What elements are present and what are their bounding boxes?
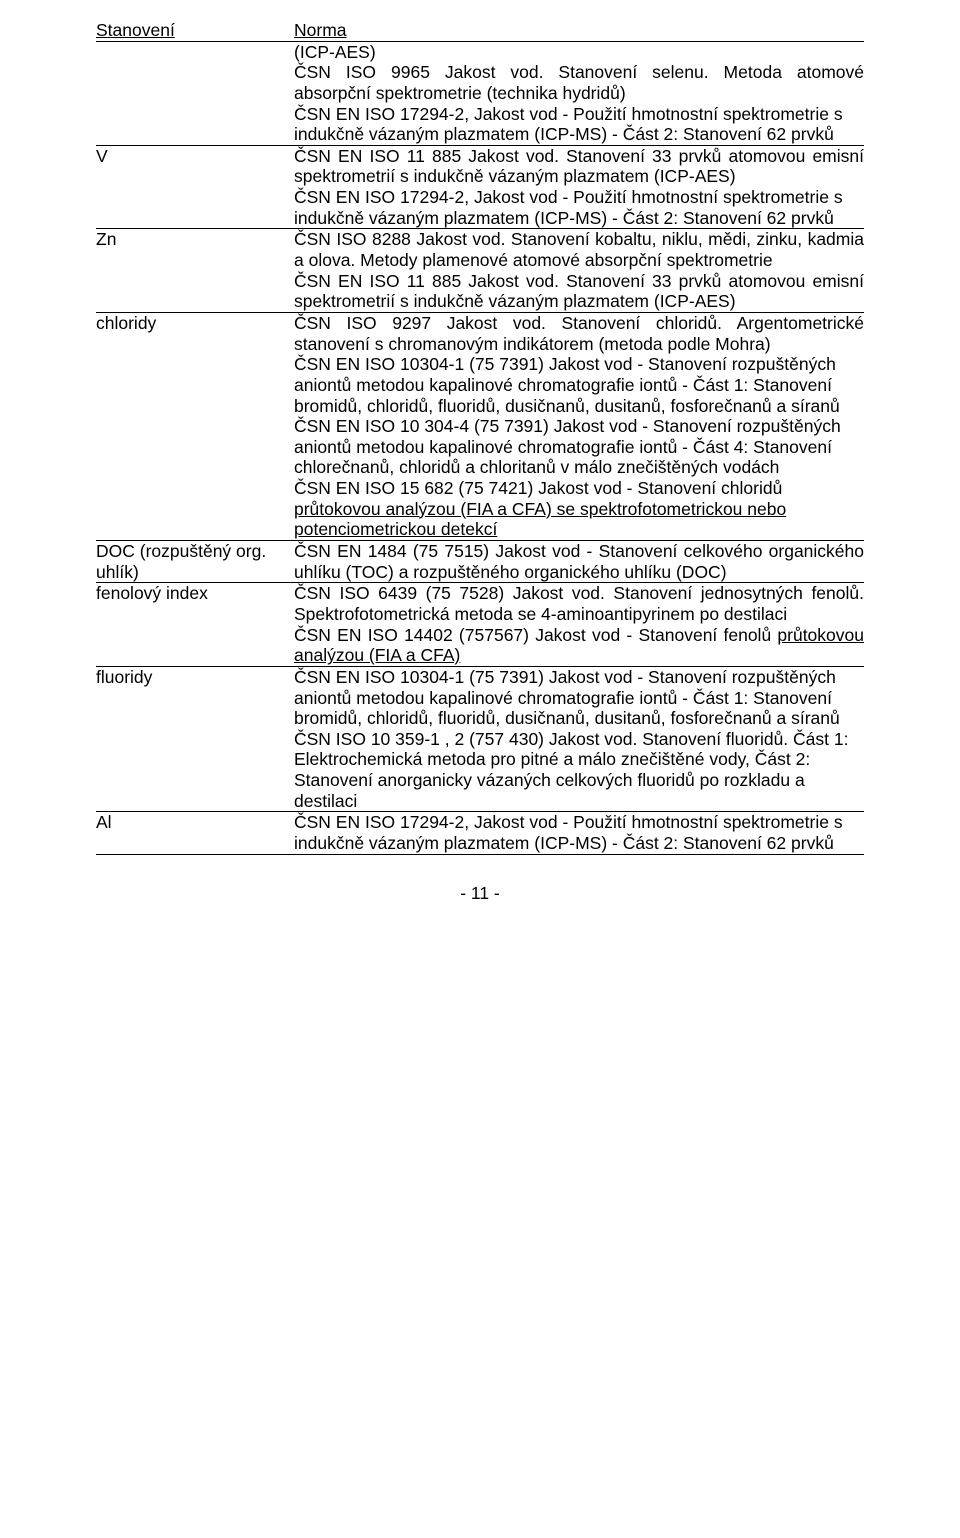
page-container: Stanovení Norma (ICP-AES) ČSN ISO 9965 J…	[0, 0, 960, 1538]
citation-text: (ICP-AES)	[294, 42, 864, 63]
table-row: fluoridy ČSN EN ISO 10304-1 (75 7391) Ja…	[96, 667, 864, 811]
row-content: ČSN ISO 6439 (75 7528) Jakost vod. Stano…	[294, 583, 864, 666]
row-content: ČSN EN ISO 11 885 Jakost vod. Stanovení …	[294, 146, 864, 229]
row-content: ČSN ISO 8288 Jakost vod. Stanovení kobal…	[294, 229, 864, 312]
citation-prefix: ČSN EN ISO 14402 (757567) Jakost vod - S…	[294, 625, 777, 645]
divider-row	[96, 854, 864, 855]
citation-text: ČSN ISO 10 359-1 , 2 (757 430) Jakost vo…	[294, 729, 864, 812]
table-row: Zn ČSN ISO 8288 Jakost vod. Stanovení ko…	[96, 229, 864, 312]
citation-text: ČSN EN ISO 17294-2, Jakost vod - Použití…	[294, 187, 864, 228]
row-content: ČSN EN ISO 10304-1 (75 7391) Jakost vod …	[294, 667, 864, 811]
citation-text: ČSN EN ISO 17294-2, Jakost vod - Použití…	[294, 812, 864, 853]
row-content: ČSN EN 1484 (75 7515) Jakost vod - Stano…	[294, 541, 864, 582]
table-row: fenolový index ČSN ISO 6439 (75 7528) Ja…	[96, 583, 864, 666]
definition-table: Stanovení Norma (ICP-AES) ČSN ISO 9965 J…	[96, 20, 864, 855]
citation-text: ČSN ISO 9297 Jakost vod. Stanovení chlor…	[294, 313, 864, 354]
citation-text: ČSN EN ISO 10304-1 (75 7391) Jakost vod …	[294, 667, 864, 729]
citation-text: ČSN ISO 6439 (75 7528) Jakost vod. Stano…	[294, 583, 864, 624]
row-label: fluoridy	[96, 667, 152, 687]
divider	[96, 854, 864, 855]
citation-text: ČSN EN ISO 17294-2, Jakost vod - Použití…	[294, 104, 864, 145]
citation-text: ČSN EN ISO 11 885 Jakost vod. Stanovení …	[294, 146, 864, 187]
citation-text: ČSN EN 1484 (75 7515) Jakost vod - Stano…	[294, 541, 864, 582]
citation-underline: průtokovou analýzou (FIA a CFA) se spekt…	[294, 499, 786, 540]
citation-text: ČSN EN ISO 15 682 (75 7421) Jakost vod -…	[294, 478, 864, 540]
header-norma: Norma	[294, 20, 347, 40]
row-label: fenolový index	[96, 583, 208, 603]
table-row: V ČSN EN ISO 11 885 Jakost vod. Stanoven…	[96, 146, 864, 229]
citation-text: ČSN ISO 8288 Jakost vod. Stanovení kobal…	[294, 229, 864, 270]
table-row: DOC (rozpuštěný org. uhlík) ČSN EN 1484 …	[96, 541, 864, 582]
citation-text: ČSN ISO 9965 Jakost vod. Stanovení selen…	[294, 62, 864, 103]
table-row: Al ČSN EN ISO 17294-2, Jakost vod - Použ…	[96, 812, 864, 853]
table-header-row: Stanovení Norma	[96, 20, 864, 41]
citation-text: ČSN EN ISO 10304-1 (75 7391) Jakost vod …	[294, 354, 864, 416]
row-label: Al	[96, 812, 112, 832]
header-stanoveni: Stanovení	[96, 20, 175, 40]
citation-prefix: ČSN EN ISO 15 682 (75 7421) Jakost vod -…	[294, 478, 782, 498]
page-number: - 11 -	[96, 883, 864, 904]
table-row: chloridy ČSN ISO 9297 Jakost vod. Stanov…	[96, 313, 864, 540]
row-content: ČSN EN ISO 17294-2, Jakost vod - Použití…	[294, 812, 864, 853]
row-content: (ICP-AES) ČSN ISO 9965 Jakost vod. Stano…	[294, 42, 864, 145]
row-content: ČSN ISO 9297 Jakost vod. Stanovení chlor…	[294, 313, 864, 540]
row-label: DOC (rozpuštěný org. uhlík)	[96, 541, 266, 582]
table-row: (ICP-AES) ČSN ISO 9965 Jakost vod. Stano…	[96, 42, 864, 145]
citation-text: ČSN EN ISO 11 885 Jakost vod. Stanovení …	[294, 271, 864, 312]
row-label: chloridy	[96, 313, 156, 333]
citation-text: ČSN EN ISO 10 304-4 (75 7391) Jakost vod…	[294, 416, 864, 478]
row-label: Zn	[96, 229, 116, 249]
citation-text: ČSN EN ISO 14402 (757567) Jakost vod - S…	[294, 625, 864, 666]
row-label: V	[96, 146, 108, 166]
